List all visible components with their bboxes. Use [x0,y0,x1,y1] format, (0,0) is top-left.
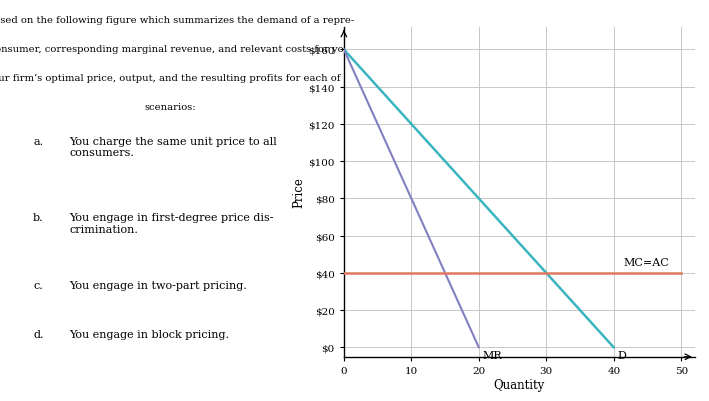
Y-axis label: Price: Price [293,177,306,208]
Text: b.: b. [33,213,44,223]
Text: d.: d. [33,329,44,339]
Text: You engage in block pricing.: You engage in block pricing. [69,329,229,339]
Text: You charge the same unit price to all
consumers.: You charge the same unit price to all co… [69,136,277,158]
Text: scenarios:: scenarios: [145,103,196,111]
Text: sentative consumer, corresponding marginal revenue, and relevant costs for your : sentative consumer, corresponding margin… [0,45,401,54]
Text: a.: a. [33,136,43,146]
Text: MC=AC: MC=AC [624,258,670,268]
Text: determine your firm’s optimal price, output, and the resulting profits for each : determine your firm’s optimal price, out… [0,74,410,83]
Text: D: D [618,350,626,360]
Text: You engage in first-degree price dis-
crimination.: You engage in first-degree price dis- cr… [69,213,274,234]
X-axis label: Quantity: Quantity [493,378,545,391]
Text: MR: MR [482,350,502,360]
Text: You engage in two-part pricing.: You engage in two-part pricing. [69,281,247,291]
Text: c.: c. [33,281,43,291]
Text: Based on the following figure which summarizes the demand of a repre-: Based on the following figure which summ… [0,16,354,25]
